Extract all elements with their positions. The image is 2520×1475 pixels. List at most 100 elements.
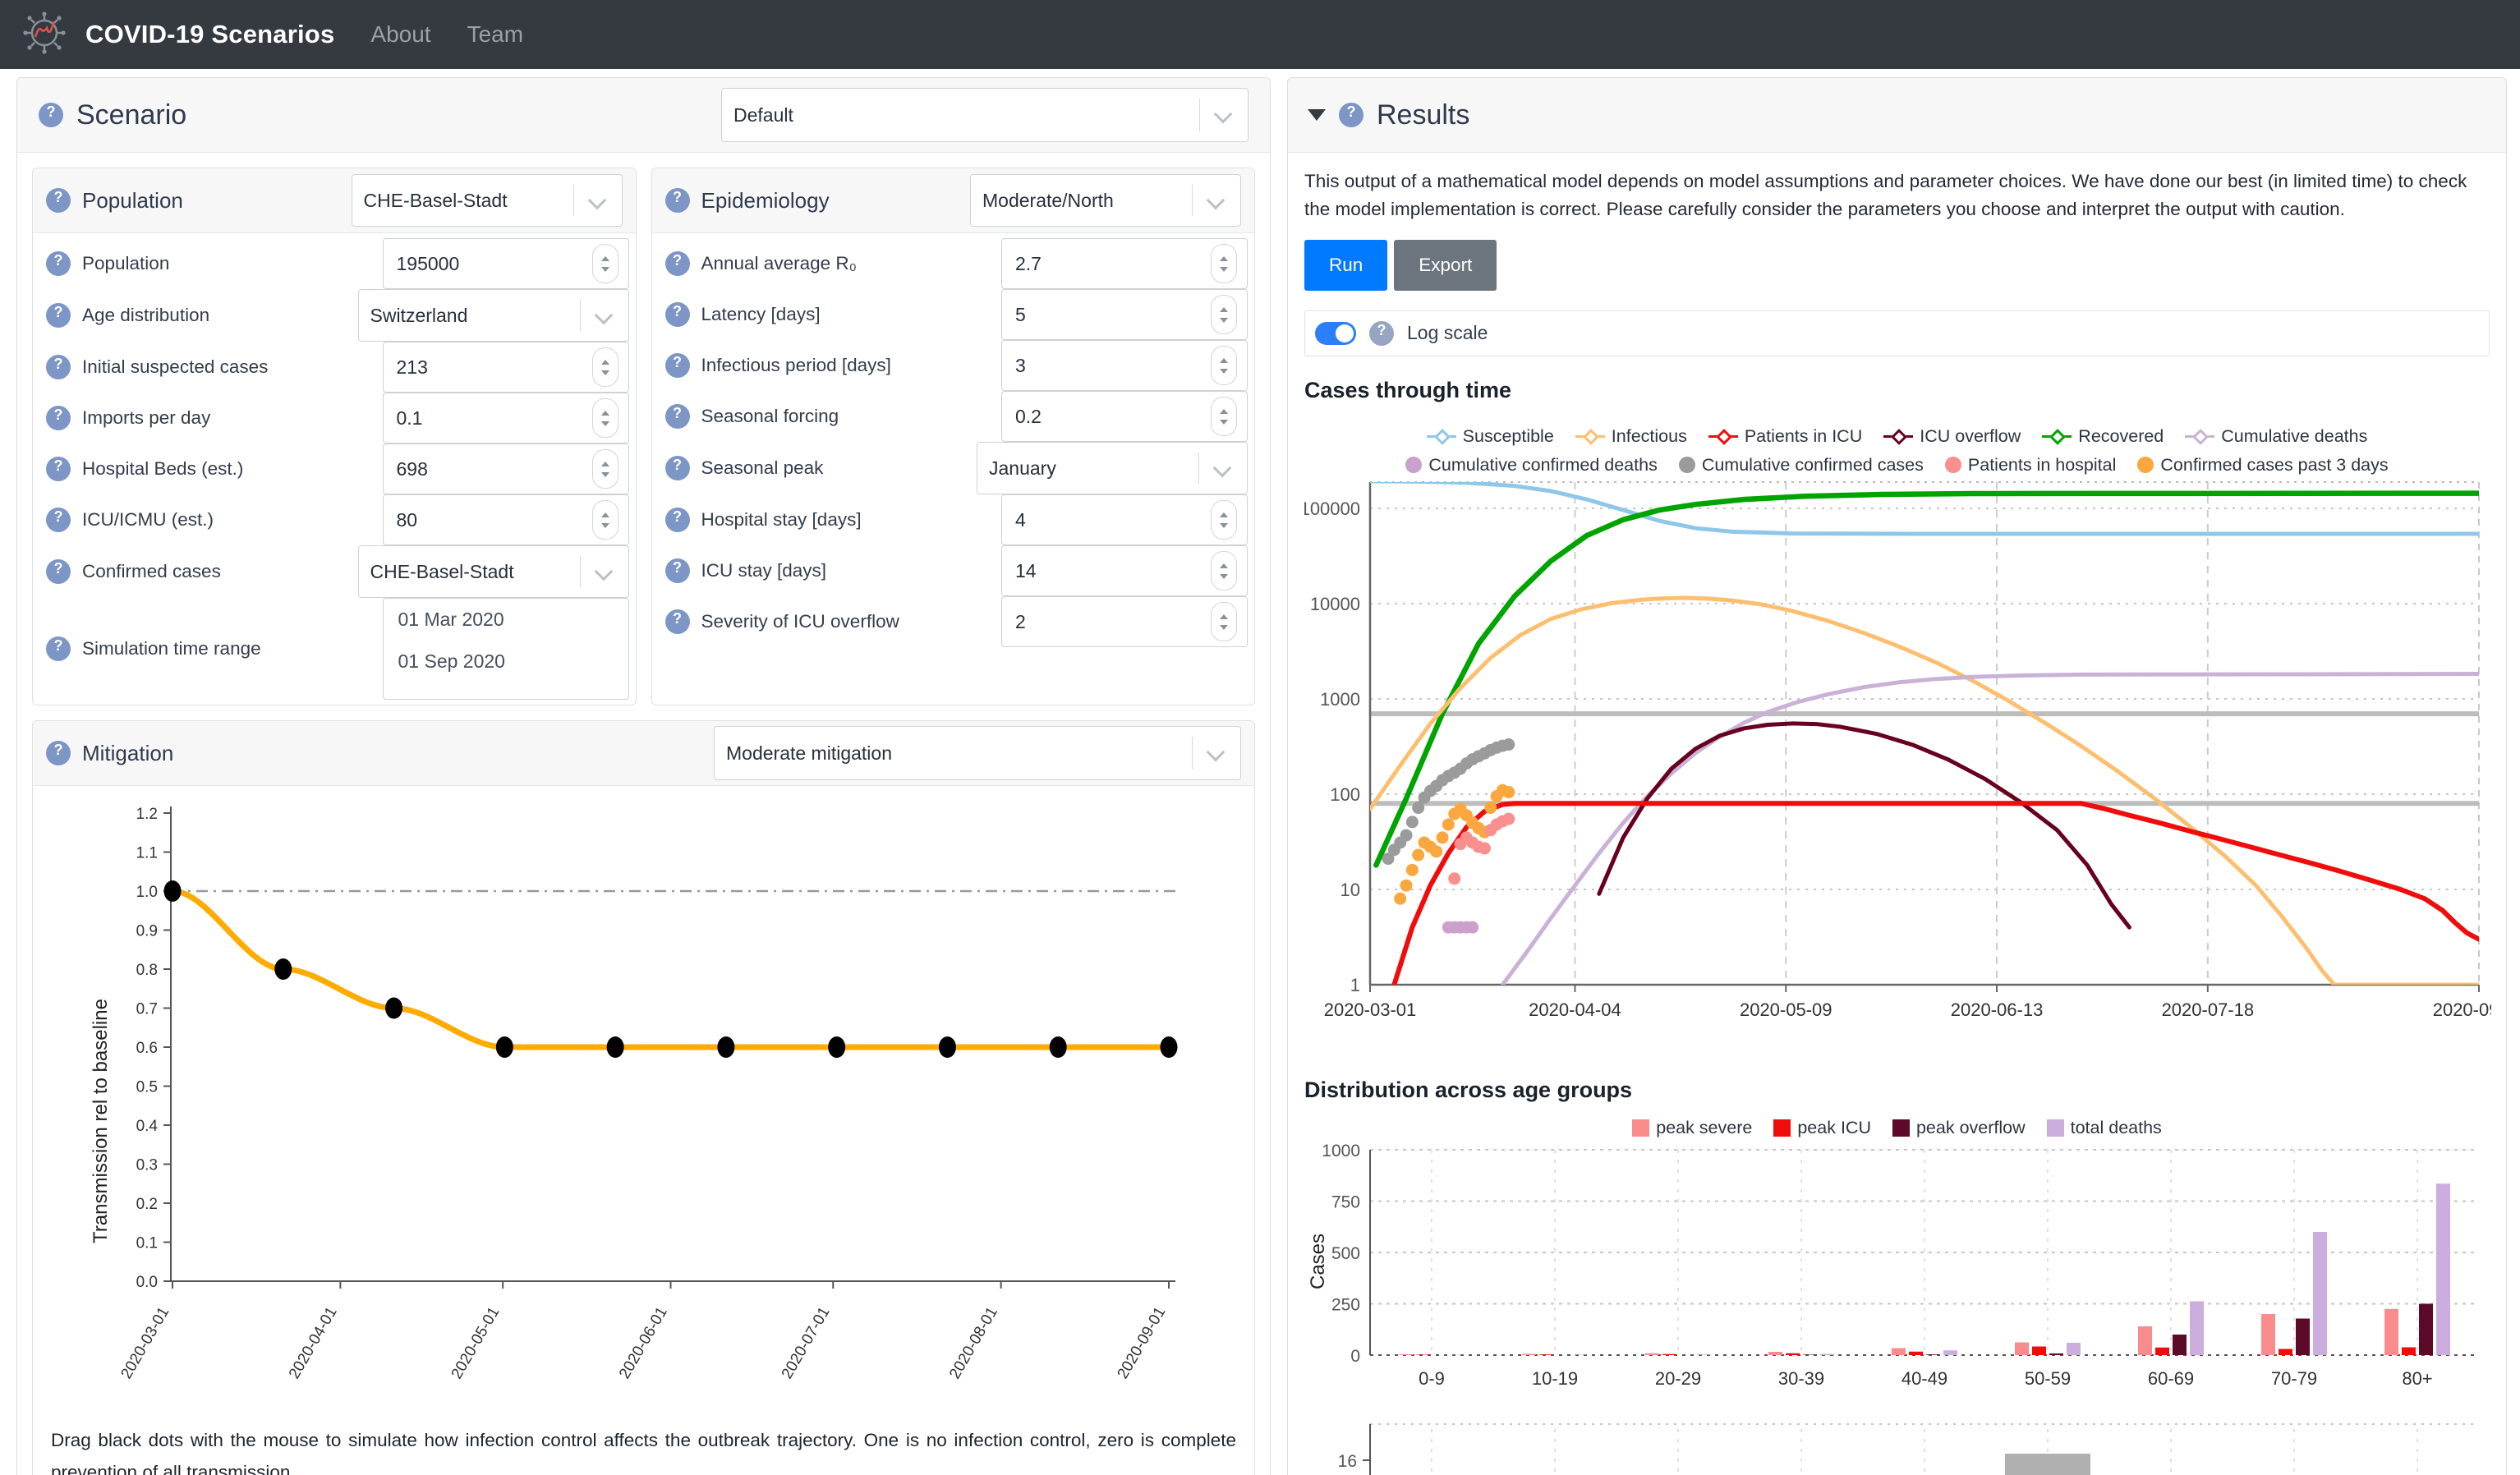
help-icon[interactable] xyxy=(46,457,71,481)
bar-peak-icu-0-9[interactable] xyxy=(1416,1354,1430,1355)
help-icon[interactable] xyxy=(39,103,63,127)
bar-total-deaths-80[interactable] xyxy=(2436,1183,2450,1355)
mitigation-preset-select[interactable]: Moderate mitigation xyxy=(714,726,1241,780)
help-icon[interactable] xyxy=(1369,320,1394,346)
legend-item-confirmed-cases-past-3-days[interactable]: Confirmed cases past 3 days xyxy=(2137,455,2389,476)
nav-link-team[interactable]: Team xyxy=(467,21,524,47)
initial-suspected-cases-input[interactable]: 213 xyxy=(382,342,629,393)
mitigation-dot[interactable] xyxy=(1160,1036,1178,1058)
help-icon[interactable] xyxy=(46,188,71,213)
bar-peak-icu-50-59[interactable] xyxy=(2032,1346,2046,1355)
scenario-preset-select[interactable]: Default xyxy=(721,88,1249,142)
bar-peak-severe-70-79[interactable] xyxy=(2261,1313,2275,1355)
help-icon[interactable] xyxy=(664,353,690,378)
epidemiology-preset-select[interactable]: Moderate/North xyxy=(970,174,1241,227)
bar-peak-overflow-70-79[interactable] xyxy=(2296,1318,2310,1355)
legend-item-total-deaths[interactable]: total deaths xyxy=(2046,1118,2162,1138)
legend-item-peak-overflow[interactable]: peak overflow xyxy=(1892,1118,2026,1138)
mitigation-dot[interactable] xyxy=(828,1036,846,1058)
bar-peak-severe-80[interactable] xyxy=(2384,1308,2398,1355)
legend-item-patients-in-hospital[interactable]: Patients in hospital xyxy=(1944,455,2116,476)
help-icon[interactable] xyxy=(1339,103,1363,127)
mitigation-dot[interactable] xyxy=(274,958,292,980)
stepper-icon[interactable] xyxy=(591,244,619,283)
help-icon[interactable] xyxy=(46,406,71,430)
seasonal-forcing-input[interactable]: 0.2 xyxy=(1001,391,1248,442)
stepper-icon[interactable] xyxy=(1211,602,1237,641)
stepper-icon[interactable] xyxy=(1211,551,1237,590)
stepper-icon[interactable] xyxy=(1211,397,1237,436)
help-icon[interactable] xyxy=(664,456,690,480)
bar-peak-overflow-80[interactable] xyxy=(2419,1303,2433,1355)
help-icon[interactable] xyxy=(664,302,690,327)
hospital-beds-est-input[interactable]: 698 xyxy=(382,443,629,494)
bar-peak-icu-70-79[interactable] xyxy=(2279,1349,2292,1355)
latency-days-input[interactable]: 5 xyxy=(1001,289,1248,340)
bar-total-deaths-60-69[interactable] xyxy=(2190,1301,2204,1355)
mitigation-dot[interactable] xyxy=(495,1036,513,1058)
bar-peak-icu-80[interactable] xyxy=(2402,1347,2416,1355)
population-preset-select[interactable]: CHE-Basel-Stadt xyxy=(351,174,623,227)
legend-item-cumulative-confirmed-deaths[interactable]: Cumulative confirmed deaths xyxy=(1405,455,1658,476)
legend-item-infectious[interactable]: Infectious xyxy=(1575,426,1687,447)
bar-peak-severe-0-9[interactable] xyxy=(1399,1353,1413,1355)
legend-item-susceptible[interactable]: Susceptible xyxy=(1426,426,1554,447)
help-icon[interactable] xyxy=(46,251,71,276)
mitigation-dot[interactable] xyxy=(163,880,182,902)
help-icon[interactable] xyxy=(664,188,690,213)
help-icon[interactable] xyxy=(664,558,690,583)
infectious-period-days-input[interactable]: 3 xyxy=(1001,340,1248,391)
help-icon[interactable] xyxy=(664,404,690,429)
help-icon[interactable] xyxy=(46,741,71,765)
age-percent-chart-partial[interactable]: 16 xyxy=(1304,1409,2491,1475)
nav-link-about[interactable]: About xyxy=(370,21,431,47)
stepper-icon[interactable] xyxy=(1211,244,1237,283)
help-icon[interactable] xyxy=(46,303,71,328)
bar-total-deaths-70-79[interactable] xyxy=(2313,1231,2327,1355)
log-scale-toggle[interactable] xyxy=(1315,321,1356,345)
bar-peak-overflow-60-69[interactable] xyxy=(2173,1334,2187,1355)
stepper-icon[interactable] xyxy=(591,398,619,438)
bar-peak-overflow-30-39[interactable] xyxy=(1803,1354,1817,1355)
age-distribution-chart[interactable]: 0 250 500 750 1000 0-9 10-19 20-29 30-39 40-49 50-… xyxy=(1304,1138,2491,1405)
stepper-icon[interactable] xyxy=(591,347,619,387)
bar-peak-overflow-40-49[interactable] xyxy=(1926,1353,1940,1355)
help-icon[interactable] xyxy=(46,355,71,379)
bar-total-deaths-40-49[interactable] xyxy=(1943,1349,1957,1355)
legend-item-patients-in-icu[interactable]: Patients in ICU xyxy=(1708,426,1862,447)
legend-item-peak-severe[interactable]: peak severe xyxy=(1632,1118,1752,1138)
stepper-icon[interactable] xyxy=(1211,500,1237,540)
bar-peak-icu-40-49[interactable] xyxy=(1909,1351,1923,1355)
bar-peak-severe-40-49[interactable] xyxy=(1892,1348,1906,1355)
bar-peak-icu-10-19[interactable] xyxy=(1539,1353,1553,1355)
collapse-caret-icon[interactable] xyxy=(1308,109,1326,121)
app-title[interactable]: COVID-19 Scenarios xyxy=(85,20,335,48)
legend-item-peak-icu[interactable]: peak ICU xyxy=(1773,1118,1871,1138)
bar-total-deaths-30-39[interactable] xyxy=(1820,1353,1834,1355)
bar-peak-severe-30-39[interactable] xyxy=(1768,1351,1782,1355)
help-icon[interactable] xyxy=(46,636,71,661)
stepper-icon[interactable] xyxy=(591,449,619,489)
bar-peak-severe-10-19[interactable] xyxy=(1522,1353,1536,1355)
confirmed-cases-select[interactable]: CHE-Basel-Stadt xyxy=(357,545,629,598)
bar-total-deaths-20-29[interactable] xyxy=(1697,1353,1711,1355)
bar-partial[interactable] xyxy=(2005,1453,2090,1475)
stepper-icon[interactable] xyxy=(1211,295,1237,334)
bar-peak-overflow-50-59[interactable] xyxy=(2049,1353,2063,1355)
hospital-stay-days-input[interactable]: 4 xyxy=(1001,494,1248,545)
age-distribution-select[interactable]: Switzerland xyxy=(357,289,629,342)
bar-peak-severe-20-29[interactable] xyxy=(1645,1353,1659,1355)
population-input[interactable]: 195000 xyxy=(382,238,629,289)
help-icon[interactable] xyxy=(664,251,690,276)
legend-item-icu-overflow[interactable]: ICU overflow xyxy=(1883,426,2021,447)
mitigation-dot[interactable] xyxy=(606,1036,624,1058)
bar-total-deaths-10-19[interactable] xyxy=(1574,1354,1588,1355)
stepper-icon[interactable] xyxy=(591,500,619,540)
simulation-time-range-picker[interactable]: 01 Mar 2020 01 Sep 2020 xyxy=(382,598,629,700)
mitigation-dot[interactable] xyxy=(385,997,403,1019)
bar-peak-severe-50-59[interactable] xyxy=(2015,1342,2029,1355)
seasonal-peak-select[interactable]: January xyxy=(977,442,1248,494)
export-button[interactable]: Export xyxy=(1394,239,1497,291)
icu-icmu-est-input[interactable]: 80 xyxy=(382,494,629,545)
legend-item-cumulative-deaths[interactable]: Cumulative deaths xyxy=(2185,426,2367,447)
